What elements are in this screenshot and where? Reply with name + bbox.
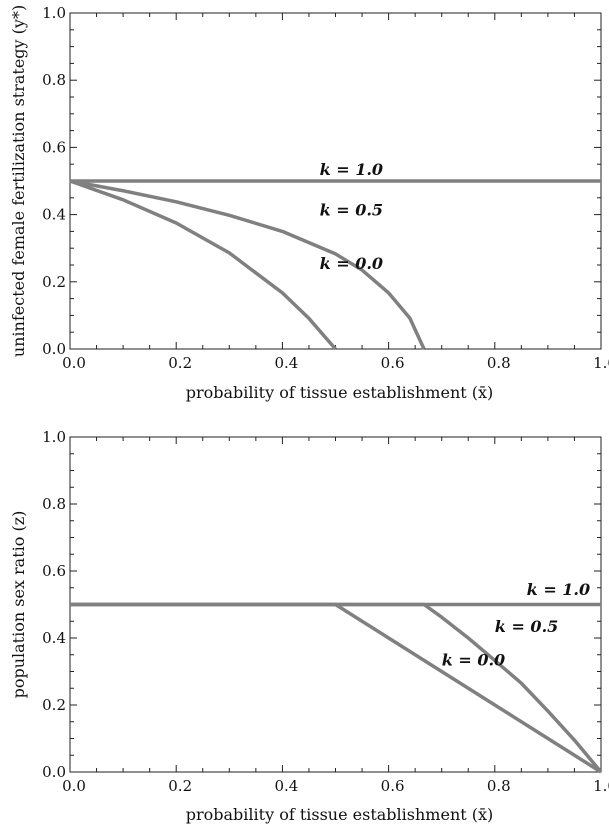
top-curve-k-0-5 [69,179,426,350]
top-x-tick-label: 0.4 [274,354,298,372]
top-y-tick-label: 0.6 [42,138,66,156]
bottom-curve-k-0-0 [70,602,602,774]
top-curve-label-k-0-0: k = 0.0 [320,254,383,273]
top-y-tick-label: 0.0 [42,340,66,358]
top-curve-label-k-0-5: k = 0.5 [320,200,383,219]
bottom-curve-label-k-0-0: k = 0.0 [442,651,505,670]
top-x-tick-label: 0.0 [62,354,86,372]
bottom-curve-k-0-5 [70,602,603,774]
top-x-axis-label: probability of tissue establishment (x̄) [186,383,494,402]
top-y-tick-label: 0.2 [42,273,66,291]
bottom-x-tick-label: 0.6 [381,777,405,795]
top-x-tick-label: 0.6 [381,354,405,372]
bottom-x-tick-label: 0.2 [168,777,192,795]
top-x-tick-label: 0.8 [487,354,511,372]
bottom-y-tick-label: 1.0 [42,428,66,446]
top-y-tick-label: 0.8 [42,71,66,89]
top-chart-panel: 0.0 0.2 0.4 0.6 0.8 1.0 0.0 0.2 0.4 0.6 0.8 1.0 prob… [9,4,609,402]
bottom-y-tick-label: 0.0 [42,763,66,781]
bottom-x-tick-label: 0.0 [62,777,86,795]
bottom-chart-panel: 0.0 0.2 0.4 0.6 0.8 1.0 0.0 0.2 0.4 0.6 0.8 1.0 prob… [9,428,609,824]
top-x-tick-label: 1.0 [593,354,609,372]
bottom-curve-label-k-0-5: k = 0.5 [495,617,558,636]
top-y-axis-label: uninfected female fertilization strategy… [9,5,28,357]
top-x-tick-label: 0.2 [168,354,192,372]
bottom-x-tick-label: 1.0 [593,777,609,795]
top-curve-k-0-0 [69,179,337,351]
top-y-tick-label: 1.0 [42,4,66,22]
bottom-curve-label-k-1-0: k = 1.0 [527,580,590,599]
bottom-x-tick-label: 0.4 [274,777,298,795]
bottom-y-tick-label: 0.2 [42,696,66,714]
top-curve-label-k-1-0: k = 1.0 [320,160,383,179]
top-y-tick-label: 0.4 [42,206,66,224]
bottom-x-axis-label: probability of tissue establishment (x̄) [186,805,494,824]
bottom-y-tick-label: 0.4 [42,629,66,647]
bottom-x-tick-label: 0.8 [487,777,511,795]
bottom-y-tick-label: 0.8 [42,495,66,513]
bottom-y-axis-label: population sex ratio (z) [9,511,28,699]
bottom-y-tick-label: 0.6 [42,562,66,580]
